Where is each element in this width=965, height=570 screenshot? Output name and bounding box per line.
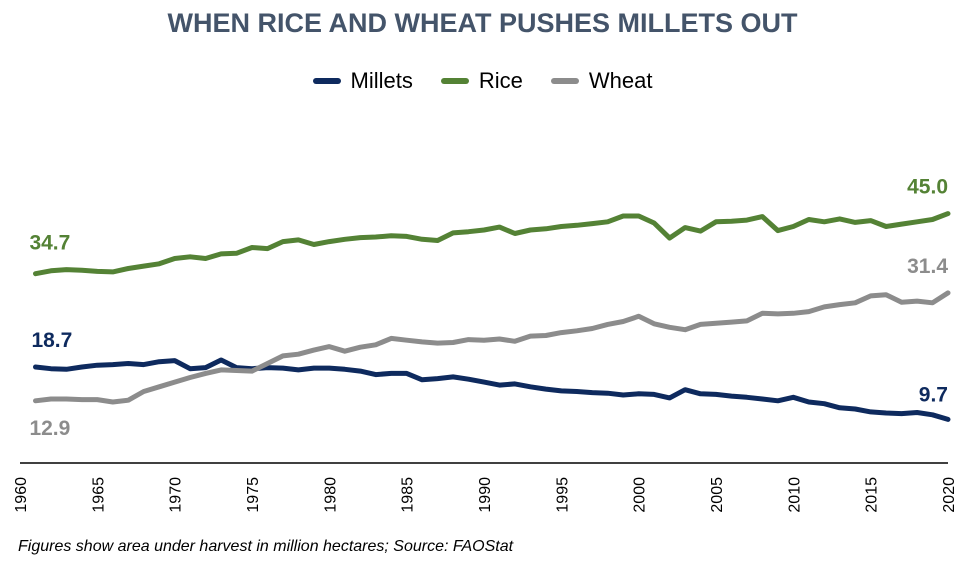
chart-title: WHEN RICE AND WHEAT PUSHES MILLETS OUT [167,8,798,38]
x-tick-label: 2015 [864,477,881,513]
x-tick-label: 1960 [13,477,30,513]
legend-label-millets: Millets [350,68,413,93]
x-tick-label: 2000 [632,477,649,513]
footnote: Figures show area under harvest in milli… [18,538,514,555]
data-label-rice-1961: 34.7 [29,232,70,255]
x-tick-label: 1980 [322,477,339,513]
series-line-rice [33,211,951,277]
legend-swatch-millets [312,78,341,84]
x-tick-label: 1995 [554,477,571,513]
data-label-wheat-1961: 12.9 [29,417,70,440]
data-label-millets-2020: 9.7 [919,383,948,406]
x-tick-label: 1965 [90,477,107,513]
data-label-millets-1961: 18.7 [31,329,72,352]
data-label-wheat-2020: 31.4 [907,255,948,278]
x-tick-label: 2005 [709,477,726,513]
series-line-millets [33,357,951,422]
legend: Millets Rice Wheat [0,68,965,94]
legend-item-rice: Rice [440,68,523,94]
legend-swatch-wheat [550,78,579,84]
series-line-wheat [33,290,951,405]
legend-item-millets: Millets [312,68,413,94]
x-tick-label: 1985 [400,477,417,513]
x-tick-label: 1975 [245,477,262,513]
x-tick-label: 1970 [168,477,185,513]
legend-swatch-rice [440,78,469,84]
legend-label-rice: Rice [478,68,523,93]
x-tick-label: 2020 [941,477,958,513]
legend-item-wheat: Wheat [550,68,653,94]
data-label-rice-2020: 45.0 [907,176,948,199]
legend-label-wheat: Wheat [588,68,653,93]
x-tick-label: 1990 [477,477,494,513]
x-tick-label: 2010 [786,477,803,513]
